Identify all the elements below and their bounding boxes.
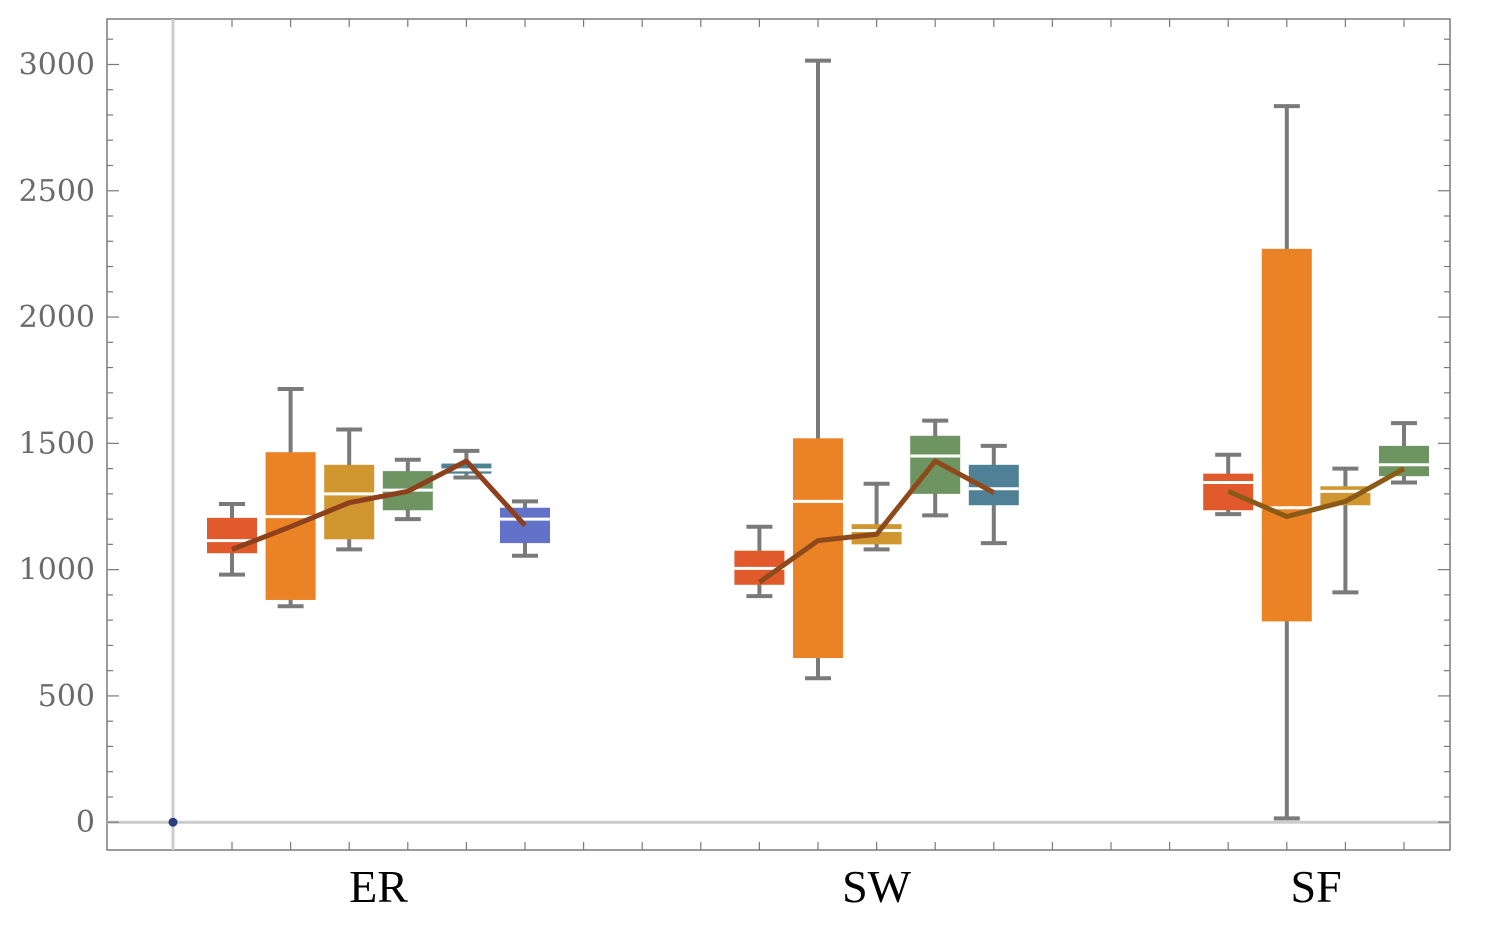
box-sw-3 — [851, 481, 902, 552]
y-tick-label: 1000 — [19, 553, 95, 588]
box-sf-1 — [1203, 452, 1254, 517]
box-sf-4 — [1379, 421, 1429, 485]
box-body — [1261, 248, 1312, 622]
group-label-sf: SF — [1291, 861, 1342, 912]
box-er-2 — [265, 387, 316, 609]
y-tick-label: 1500 — [19, 426, 95, 461]
group-label-er: ER — [349, 861, 408, 912]
plot-frame — [106, 18, 1451, 851]
y-tick-label: 2500 — [19, 174, 95, 209]
trend-line-er — [231, 458, 527, 552]
y-tick-label: 3000 — [19, 47, 95, 82]
plot-border — [106, 18, 1451, 851]
box-er-3 — [324, 427, 375, 552]
box-sw-2 — [793, 58, 843, 681]
box-body — [1379, 445, 1429, 477]
trend-line-sw — [757, 458, 995, 585]
trend-lines — [168, 458, 1406, 827]
y-tick-label: 500 — [38, 679, 95, 714]
y-tick-label: 0 — [76, 805, 95, 840]
trend-line-sf — [1227, 466, 1406, 520]
box-body — [793, 438, 843, 659]
y-tick-label: 2000 — [19, 300, 95, 335]
box-sf-2 — [1261, 104, 1312, 821]
box-plots — [207, 58, 1429, 821]
axis-labels: 0 500 1000 1500 2000 2500 3000 ER SW SF — [19, 47, 1342, 912]
origin-point — [168, 817, 178, 827]
group-label-sw: SW — [842, 861, 912, 912]
axes — [107, 19, 1450, 850]
box-er-6 — [500, 499, 550, 558]
box-sw-1 — [734, 524, 785, 599]
box-sw-5 — [968, 443, 1019, 546]
box-er-1 — [207, 501, 257, 577]
box-sf-3 — [1320, 466, 1371, 595]
